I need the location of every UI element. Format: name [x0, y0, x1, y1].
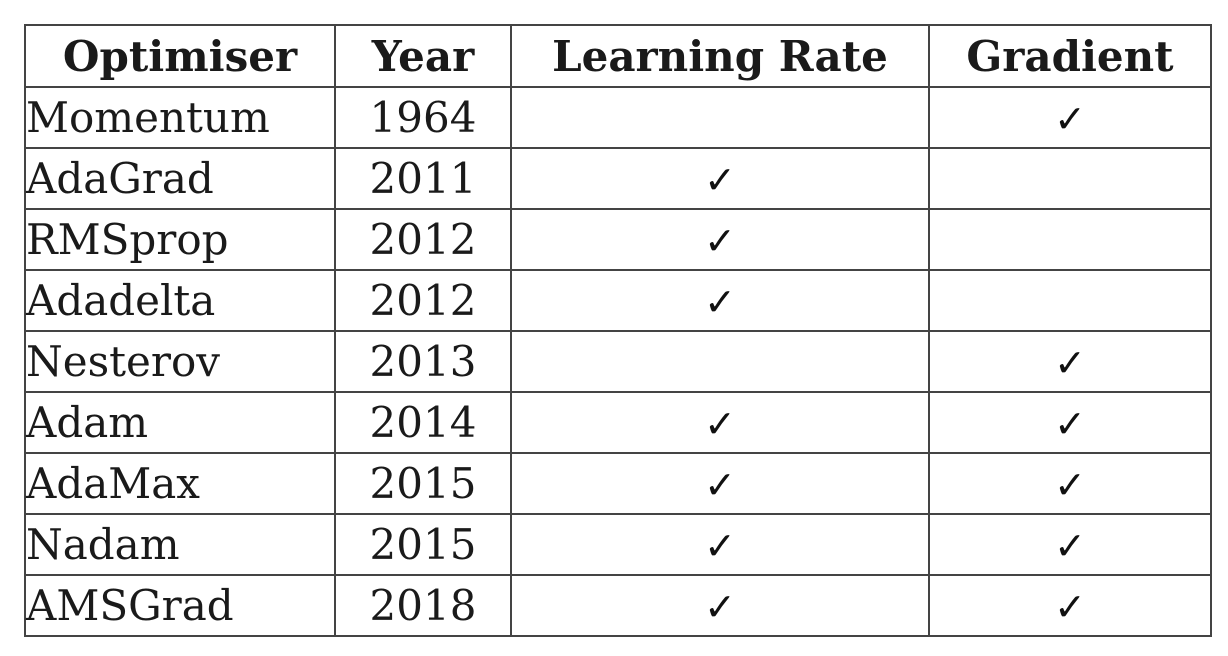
checkmark-icon: ✓: [704, 463, 736, 507]
checkmark-icon: ✓: [704, 585, 736, 629]
gradient-cell: ✓: [928, 86, 1212, 149]
optimiser-name-cell: AdaGrad: [24, 147, 336, 210]
optimiser-name-cell: AMSGrad: [24, 574, 336, 637]
year-cell: 2018: [334, 574, 512, 637]
checkmark-icon: ✓: [704, 402, 736, 446]
gradient-cell: ✓: [928, 330, 1212, 393]
table-row: Nesterov 2013 ✓: [24, 330, 1212, 393]
checkmark-icon: ✓: [1054, 341, 1086, 385]
checkmark-icon: ✓: [1054, 524, 1086, 568]
table-row: RMSprop 2012 ✓: [24, 208, 1212, 271]
optimiser-name-cell: Nesterov: [24, 330, 336, 393]
learning-rate-cell: ✓: [510, 147, 930, 210]
gradient-cell: ✓: [928, 452, 1212, 515]
checkmark-icon: ✓: [704, 219, 736, 263]
checkmark-icon: ✓: [704, 524, 736, 568]
table-row: Adadelta 2012 ✓: [24, 269, 1212, 332]
table-row: AMSGrad 2018 ✓ ✓: [24, 574, 1212, 637]
year-cell: 2011: [334, 147, 512, 210]
table-row: AdaGrad 2011 ✓: [24, 147, 1212, 210]
table-body: Momentum 1964 ✓ AdaGrad 2011 ✓ RMSprop 2012 ✓ Ada…: [24, 86, 1212, 637]
learning-rate-cell: ✓: [510, 269, 930, 332]
checkmark-icon: ✓: [1054, 402, 1086, 446]
learning-rate-cell: ✓: [510, 574, 930, 637]
table-header: Optimiser Year Learning Rate Gradient: [24, 24, 1212, 88]
gradient-cell: [928, 208, 1212, 271]
optimiser-name-cell: Nadam: [24, 513, 336, 576]
header-optimiser: Optimiser: [24, 24, 336, 88]
gradient-cell: [928, 147, 1212, 210]
checkmark-icon: ✓: [1054, 97, 1086, 141]
optimiser-name-cell: RMSprop: [24, 208, 336, 271]
header-learning-rate: Learning Rate: [510, 24, 930, 88]
learning-rate-cell: ✓: [510, 452, 930, 515]
gradient-cell: ✓: [928, 391, 1212, 454]
learning-rate-cell: [510, 86, 930, 149]
optimiser-name-cell: Adadelta: [24, 269, 336, 332]
checkmark-icon: ✓: [1054, 463, 1086, 507]
gradient-cell: [928, 269, 1212, 332]
checkmark-icon: ✓: [704, 158, 736, 202]
year-cell: 2012: [334, 208, 512, 271]
header-row: Optimiser Year Learning Rate Gradient: [24, 24, 1212, 88]
gradient-cell: ✓: [928, 513, 1212, 576]
learning-rate-cell: ✓: [510, 391, 930, 454]
checkmark-icon: ✓: [704, 280, 736, 324]
year-cell: 2013: [334, 330, 512, 393]
year-cell: 1964: [334, 86, 512, 149]
learning-rate-cell: ✓: [510, 208, 930, 271]
learning-rate-cell: ✓: [510, 513, 930, 576]
optimiser-name-cell: Momentum: [24, 86, 336, 149]
table-row: Adam 2014 ✓ ✓: [24, 391, 1212, 454]
year-cell: 2015: [334, 452, 512, 515]
optimiser-comparison-table: Optimiser Year Learning Rate Gradient Mo…: [24, 24, 1212, 637]
year-cell: 2014: [334, 391, 512, 454]
header-year: Year: [334, 24, 512, 88]
header-gradient: Gradient: [928, 24, 1212, 88]
checkmark-icon: ✓: [1054, 585, 1086, 629]
table-row: Momentum 1964 ✓: [24, 86, 1212, 149]
gradient-cell: ✓: [928, 574, 1212, 637]
optimiser-name-cell: Adam: [24, 391, 336, 454]
year-cell: 2012: [334, 269, 512, 332]
table-row: AdaMax 2015 ✓ ✓: [24, 452, 1212, 515]
table-row: Nadam 2015 ✓ ✓: [24, 513, 1212, 576]
year-cell: 2015: [334, 513, 512, 576]
optimiser-name-cell: AdaMax: [24, 452, 336, 515]
learning-rate-cell: [510, 330, 930, 393]
